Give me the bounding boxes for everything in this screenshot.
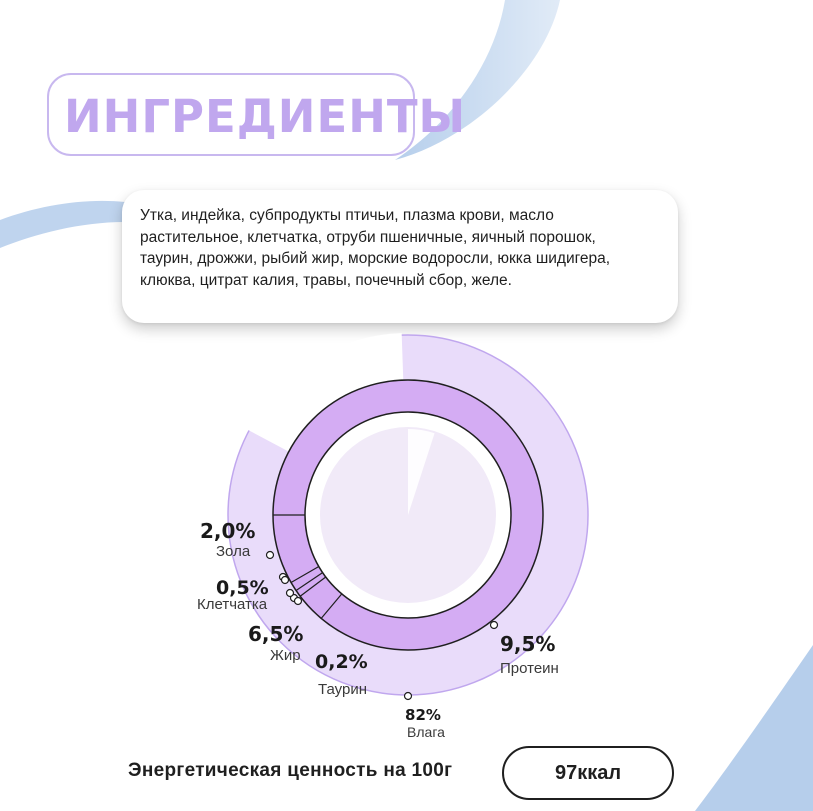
slice-name-label: Таурин	[318, 681, 367, 698]
slice-name-label: Жир	[270, 647, 301, 664]
slice-value-label: 2,0%	[200, 519, 255, 543]
ring-divider	[299, 576, 327, 597]
title-box	[47, 73, 415, 156]
slice-name-label: Зола	[216, 543, 251, 560]
slice-value-label: 6,5%	[248, 622, 303, 646]
top-right-stripe	[395, 0, 560, 160]
ingredients-line: Утка, индейка, субпродукты птичьи, плазм…	[140, 207, 554, 224]
energy-label: Энергетическая ценность на 100г	[128, 760, 453, 781]
marker-dot	[285, 588, 295, 598]
slice-name-label: Клетчатка	[197, 596, 268, 613]
center-highlight	[408, 429, 435, 515]
ingredients-text: Утка, индейка, субпродукты птичьи, плазм…	[140, 205, 660, 291]
slice-value-label: 0,5%	[216, 577, 269, 599]
bottom-right-corner	[695, 645, 813, 811]
marker-dot	[489, 620, 499, 630]
slice-value-label: 9,5%	[500, 632, 555, 656]
ingredients-line: растительное, клетчатка, отруби пшеничны…	[140, 228, 596, 246]
left-stripe	[0, 200, 125, 248]
marker-dot	[265, 550, 275, 560]
energy-value-badge: 97ккал	[502, 746, 674, 800]
ingredients-line: таурин, дрожжи, рыбий жир, морские водор…	[140, 250, 611, 267]
marker-dot	[293, 596, 303, 606]
ingredients-card: Утка, индейка, субпродукты птичьи, плазм…	[122, 190, 678, 323]
marker-dot	[403, 691, 413, 701]
page-title: ИНГРЕДИЕНТЫ	[64, 90, 467, 143]
ring-divider	[320, 593, 343, 619]
ring-divider	[290, 565, 320, 584]
slice-value-label: 0,2%	[315, 651, 368, 673]
ingredients-line: клюква, цитрат калия, травы, почечный сб…	[140, 271, 512, 289]
slice-name-label: Протеин	[500, 660, 559, 677]
marker-dot	[280, 575, 290, 585]
slice-name-label: Влага	[407, 724, 445, 740]
slice-value-label: 82%	[405, 706, 441, 724]
ring-divider	[295, 572, 323, 591]
